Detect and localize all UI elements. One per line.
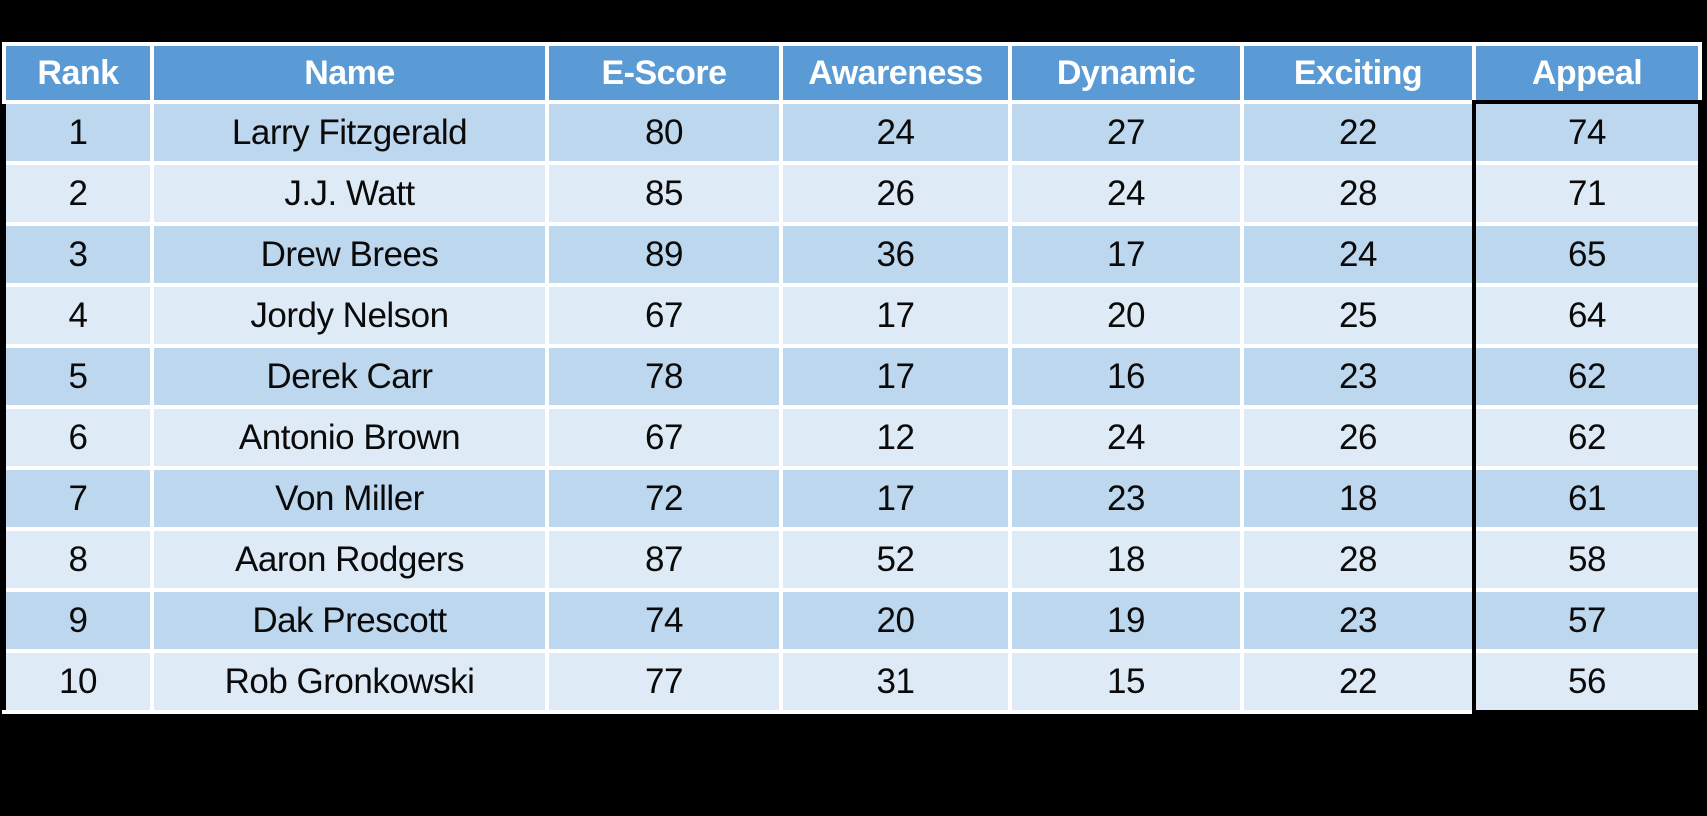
- table-row: 2 J.J. Watt 85 26 24 28 71: [6, 165, 1698, 222]
- cell-exciting: 23: [1244, 592, 1472, 649]
- cell-rank: 5: [6, 348, 150, 405]
- cell-appeal: 64: [1476, 287, 1698, 344]
- cell-dynamic: 16: [1012, 348, 1240, 405]
- cell-appeal: 62: [1476, 409, 1698, 466]
- cell-awareness: 31: [783, 653, 1008, 710]
- cell-exciting: 28: [1244, 531, 1472, 588]
- column-header-name: Name: [154, 46, 545, 100]
- column-header-appeal: Appeal: [1476, 46, 1698, 100]
- cell-escore: 80: [549, 104, 779, 161]
- cell-exciting: 18: [1244, 470, 1472, 527]
- cell-dynamic: 19: [1012, 592, 1240, 649]
- cell-rank: 9: [6, 592, 150, 649]
- table-row: 1 Larry Fitzgerald 80 24 27 22 74: [6, 104, 1698, 161]
- cell-name: J.J. Watt: [154, 165, 545, 222]
- table-row: 7 Von Miller 72 17 23 18 61: [6, 470, 1698, 527]
- cell-exciting: 26: [1244, 409, 1472, 466]
- cell-appeal: 65: [1476, 226, 1698, 283]
- cell-appeal: 62: [1476, 348, 1698, 405]
- cell-name: Larry Fitzgerald: [154, 104, 545, 161]
- cell-name: Von Miller: [154, 470, 545, 527]
- cell-awareness: 26: [783, 165, 1008, 222]
- cell-escore: 85: [549, 165, 779, 222]
- cell-rank: 8: [6, 531, 150, 588]
- cell-dynamic: 18: [1012, 531, 1240, 588]
- cell-awareness: 12: [783, 409, 1008, 466]
- cell-escore: 87: [549, 531, 779, 588]
- column-header-awareness: Awareness: [783, 46, 1008, 100]
- cell-dynamic: 24: [1012, 409, 1240, 466]
- cell-escore: 89: [549, 226, 779, 283]
- cell-awareness: 20: [783, 592, 1008, 649]
- cell-awareness: 17: [783, 348, 1008, 405]
- table-row: 5 Derek Carr 78 17 16 23 62: [6, 348, 1698, 405]
- cell-appeal: 57: [1476, 592, 1698, 649]
- cell-name: Rob Gronkowski: [154, 653, 545, 710]
- cell-rank: 10: [6, 653, 150, 710]
- player-escore-table: Rank Name E-Score Awareness Dynamic Exciting A…: [2, 42, 1702, 714]
- cell-appeal: 71: [1476, 165, 1698, 222]
- column-header-dynamic: Dynamic: [1012, 46, 1240, 100]
- cell-awareness: 52: [783, 531, 1008, 588]
- cell-name: Derek Carr: [154, 348, 545, 405]
- cell-escore: 77: [549, 653, 779, 710]
- cell-rank: 3: [6, 226, 150, 283]
- cell-exciting: 25: [1244, 287, 1472, 344]
- table-row: 9 Dak Prescott 74 20 19 23 57: [6, 592, 1698, 649]
- cell-appeal: 74: [1476, 104, 1698, 161]
- cell-exciting: 22: [1244, 653, 1472, 710]
- cell-rank: 4: [6, 287, 150, 344]
- cell-escore: 72: [549, 470, 779, 527]
- table-row: 10 Rob Gronkowski 77 31 15 22 56: [6, 653, 1698, 710]
- cell-dynamic: 17: [1012, 226, 1240, 283]
- column-header-escore: E-Score: [549, 46, 779, 100]
- cell-appeal: 56: [1476, 653, 1698, 710]
- cell-exciting: 22: [1244, 104, 1472, 161]
- cell-name: Aaron Rodgers: [154, 531, 545, 588]
- cell-name: Dak Prescott: [154, 592, 545, 649]
- cell-dynamic: 23: [1012, 470, 1240, 527]
- cell-escore: 67: [549, 409, 779, 466]
- cell-rank: 6: [6, 409, 150, 466]
- cell-appeal: 58: [1476, 531, 1698, 588]
- cell-exciting: 23: [1244, 348, 1472, 405]
- cell-escore: 74: [549, 592, 779, 649]
- table-row: 8 Aaron Rodgers 87 52 18 28 58: [6, 531, 1698, 588]
- column-header-rank: Rank: [6, 46, 150, 100]
- column-header-exciting: Exciting: [1244, 46, 1472, 100]
- cell-dynamic: 24: [1012, 165, 1240, 222]
- cell-rank: 1: [6, 104, 150, 161]
- table-row: 4 Jordy Nelson 67 17 20 25 64: [6, 287, 1698, 344]
- cell-exciting: 28: [1244, 165, 1472, 222]
- cell-dynamic: 27: [1012, 104, 1240, 161]
- cell-dynamic: 20: [1012, 287, 1240, 344]
- cell-dynamic: 15: [1012, 653, 1240, 710]
- cell-awareness: 17: [783, 470, 1008, 527]
- table-header-row: Rank Name E-Score Awareness Dynamic Exciting A…: [6, 46, 1698, 100]
- table-row: 6 Antonio Brown 67 12 24 26 62: [6, 409, 1698, 466]
- cell-name: Drew Brees: [154, 226, 545, 283]
- cell-exciting: 24: [1244, 226, 1472, 283]
- cell-awareness: 24: [783, 104, 1008, 161]
- cell-rank: 7: [6, 470, 150, 527]
- cell-rank: 2: [6, 165, 150, 222]
- cell-name: Jordy Nelson: [154, 287, 545, 344]
- cell-name: Antonio Brown: [154, 409, 545, 466]
- cell-awareness: 36: [783, 226, 1008, 283]
- cell-escore: 67: [549, 287, 779, 344]
- cell-awareness: 17: [783, 287, 1008, 344]
- cell-appeal: 61: [1476, 470, 1698, 527]
- table-row: 3 Drew Brees 89 36 17 24 65: [6, 226, 1698, 283]
- cell-escore: 78: [549, 348, 779, 405]
